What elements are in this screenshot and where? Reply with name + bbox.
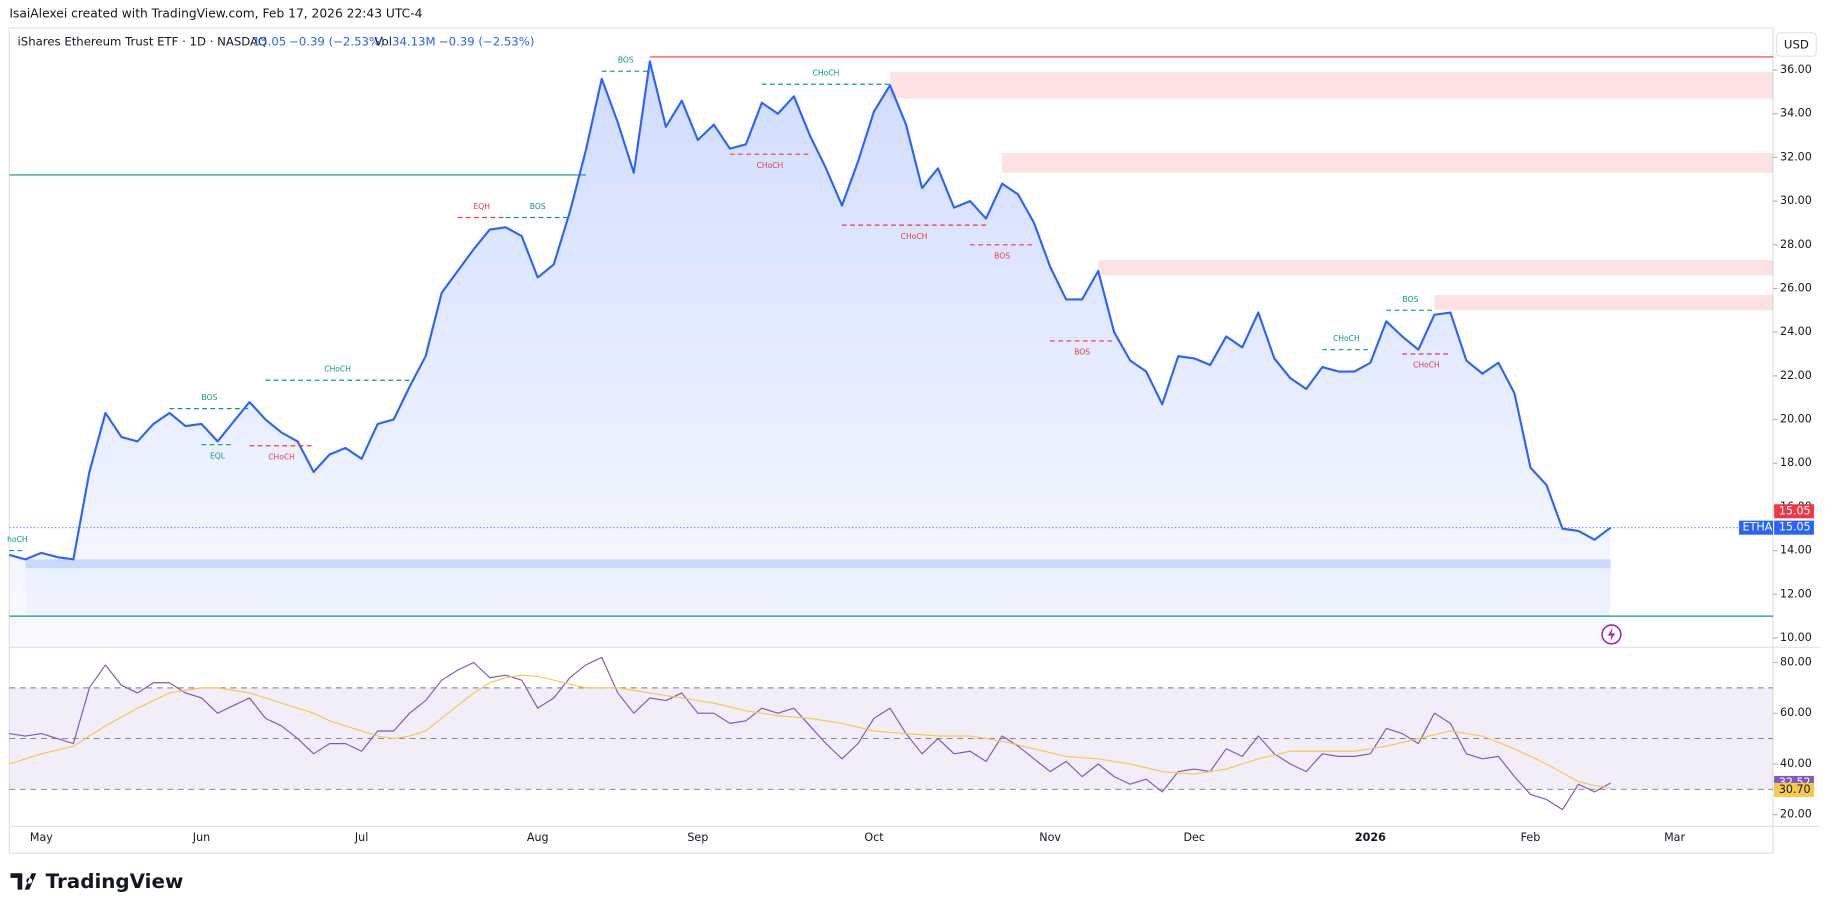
y-tick-label: 32.00 <box>1780 150 1812 163</box>
y-tick-label: 10.00 <box>1780 631 1812 644</box>
structure-label: BOS <box>530 202 546 211</box>
x-tick-label: Jul <box>354 831 368 844</box>
structure-label: CHoCH <box>901 232 928 241</box>
x-tick-label: Dec <box>1183 831 1204 844</box>
structure-label: BOS <box>994 252 1010 261</box>
volume: 34.13M <box>392 35 436 49</box>
price-tag <box>1774 520 1814 535</box>
structure-label: CHoCH <box>1333 334 1360 343</box>
zone <box>1434 295 1773 311</box>
structure-label: CHoCH <box>757 161 784 170</box>
structure-label: hoCH <box>7 535 27 544</box>
y-tick-label: 28.00 <box>1780 238 1812 251</box>
ticker-tag <box>1739 520 1773 535</box>
volume-change: −0.39 (−2.53%) <box>439 35 535 49</box>
prev-price-tag <box>1774 504 1814 519</box>
zone <box>889 72 1773 99</box>
last-price: 15.05 <box>253 35 286 49</box>
price-area <box>9 61 1611 647</box>
footer-brand: TradingView <box>46 870 184 893</box>
alert-bolt <box>1607 627 1615 642</box>
price-label: 15.05 <box>1779 521 1811 534</box>
x-tick-label: 2026 <box>1355 831 1386 844</box>
price-change: −0.39 (−2.53%) <box>289 35 385 49</box>
y-tick-label: 40.00 <box>1780 757 1812 770</box>
currency-box[interactable] <box>1775 32 1817 57</box>
y-tick-label: 20.00 <box>1780 808 1812 821</box>
y-tick-label: 36.00 <box>1780 63 1812 76</box>
x-tick-label: Oct <box>864 831 884 844</box>
rsi-line <box>9 674 1611 789</box>
structure-label: BOS <box>618 56 634 65</box>
x-tick-label: Jun <box>192 831 210 844</box>
structure-label: BOS <box>1074 348 1090 357</box>
prev-price-label: 15.05 <box>1779 504 1811 517</box>
x-tick-label: May <box>30 831 53 844</box>
zone <box>1002 153 1773 173</box>
structure-label: EQL <box>210 451 226 460</box>
structure-label: CHoCH <box>1413 361 1440 370</box>
y-tick-label: 80.00 <box>1780 655 1812 668</box>
ticker-label: ETHA <box>1743 521 1773 534</box>
rsi-ma-tag <box>1774 782 1814 797</box>
logo: TradingView <box>10 870 184 893</box>
y-tick-label: 34.00 <box>1780 107 1812 120</box>
zone <box>1098 260 1773 276</box>
x-tick-label: Sep <box>687 831 708 844</box>
structure-label: BOS <box>1402 295 1418 304</box>
y-tick-label: 20.00 <box>1780 413 1812 426</box>
y-tick-label: 22.00 <box>1780 369 1812 382</box>
structure-label: EQH <box>473 202 489 211</box>
symbol-title: iShares Ethereum Trust ETF · 1D · NASDAQ <box>18 35 268 49</box>
y-tick-label: 18.00 <box>1780 456 1812 469</box>
currency[interactable]: USD <box>1784 38 1809 52</box>
price-line <box>9 60 1612 561</box>
structure-label: CHoCH <box>268 452 295 461</box>
y-tick-label: 12.00 <box>1780 587 1812 600</box>
vol-label: Vol <box>374 35 391 49</box>
structure-label: BOS <box>202 393 218 402</box>
rsi-ma-tag-label: 30.70 <box>1779 783 1811 796</box>
structure-label: CHoCH <box>324 365 351 374</box>
rsi-line <box>9 656 1611 811</box>
y-tick-label: 30.00 <box>1780 194 1812 207</box>
y-tick-label: 60.00 <box>1780 706 1812 719</box>
y-tick-label: 14.00 <box>1780 544 1812 557</box>
structure-label: CHoCH <box>813 69 840 78</box>
x-tick-label: Mar <box>1664 831 1685 844</box>
x-tick-label: Nov <box>1039 831 1061 844</box>
y-tick-label: 26.00 <box>1780 281 1812 294</box>
credit: IsaiAlexei created with TradingView.com,… <box>9 7 422 21</box>
x-tick-label: Aug <box>527 831 549 844</box>
x-tick-label: Feb <box>1521 831 1541 844</box>
y-tick-label: 24.00 <box>1780 325 1812 338</box>
